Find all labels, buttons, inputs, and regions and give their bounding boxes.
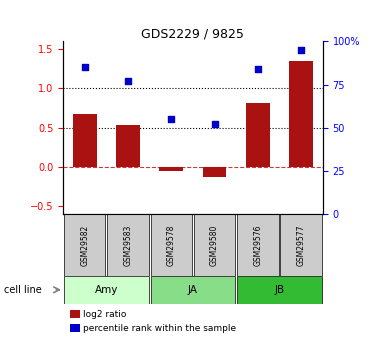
Point bbox=[298, 47, 304, 53]
Text: JA: JA bbox=[188, 285, 198, 295]
Bar bbox=[237, 276, 322, 304]
Point bbox=[168, 116, 174, 122]
Bar bbox=[64, 276, 149, 304]
Bar bbox=[116, 125, 140, 167]
Text: log2 ratio: log2 ratio bbox=[83, 310, 127, 319]
Text: GSM29582: GSM29582 bbox=[80, 224, 89, 266]
Text: GSM29580: GSM29580 bbox=[210, 224, 219, 266]
Text: GSM29583: GSM29583 bbox=[124, 224, 132, 266]
Point bbox=[82, 65, 88, 70]
Bar bbox=[107, 214, 149, 276]
Text: Amy: Amy bbox=[95, 285, 118, 295]
Text: percentile rank within the sample: percentile rank within the sample bbox=[83, 324, 237, 333]
Bar bbox=[160, 167, 183, 171]
Point bbox=[255, 66, 261, 72]
Bar bbox=[151, 214, 192, 276]
Bar bbox=[194, 214, 235, 276]
Text: GSM29576: GSM29576 bbox=[253, 224, 262, 266]
Title: GDS2229 / 9825: GDS2229 / 9825 bbox=[141, 27, 244, 40]
Point bbox=[125, 78, 131, 84]
Bar bbox=[289, 61, 313, 167]
Point bbox=[211, 121, 217, 127]
Bar bbox=[64, 214, 105, 276]
Text: cell line: cell line bbox=[4, 285, 42, 295]
Text: GSM29577: GSM29577 bbox=[297, 224, 306, 266]
Bar bbox=[151, 276, 235, 304]
Bar bbox=[246, 102, 270, 167]
Bar bbox=[237, 214, 279, 276]
Bar bbox=[203, 167, 226, 177]
Text: JB: JB bbox=[275, 285, 285, 295]
Bar bbox=[73, 114, 96, 167]
Text: GSM29578: GSM29578 bbox=[167, 224, 176, 266]
Bar bbox=[280, 214, 322, 276]
